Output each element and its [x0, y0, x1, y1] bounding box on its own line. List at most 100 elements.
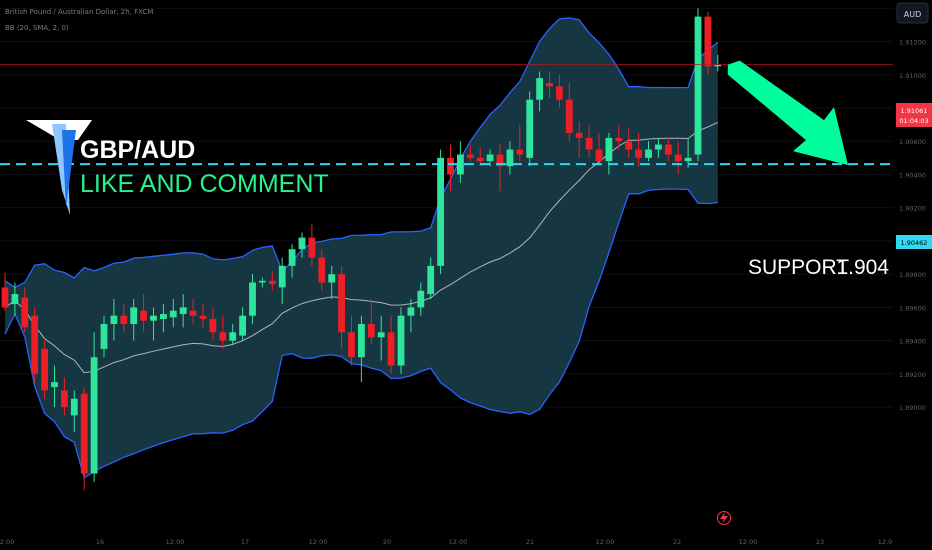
price-tick-label: 1.89600	[899, 304, 926, 312]
candle-body	[546, 83, 553, 87]
time-tick-label: 22	[673, 538, 681, 546]
candle-body	[288, 249, 296, 266]
candle-body	[179, 307, 187, 315]
candle-body	[239, 315, 246, 336]
price-tick-label: 1.89800	[899, 271, 926, 279]
candle-body	[308, 237, 316, 258]
candle-body	[259, 280, 266, 283]
candle-body	[437, 157, 444, 266]
support-value: 1.904	[836, 256, 889, 279]
candle-body	[457, 154, 464, 175]
candle-body	[41, 348, 48, 391]
candle-body	[516, 149, 524, 155]
candle-body	[595, 149, 603, 162]
candle-body	[80, 393, 88, 474]
candle-body	[61, 390, 68, 408]
candle-body	[298, 237, 306, 250]
symbol-line: British Pound / Australian Dollar, 2h, F…	[5, 8, 153, 16]
time-tick-label: 12:0	[878, 538, 893, 546]
candle-body	[100, 324, 108, 349]
candle-body	[496, 154, 504, 167]
candle-body	[714, 64, 722, 67]
time-tick-label: 12:00	[166, 538, 185, 546]
down-arrow-icon	[727, 60, 848, 166]
chart-title: GBP/AUD	[80, 136, 195, 164]
price-tick-label: 1.90200	[899, 205, 926, 213]
candle-body	[130, 307, 138, 324]
candle-body	[11, 294, 19, 305]
chart-subtitle: LIKE AND COMMENT	[80, 170, 329, 198]
candle-body	[526, 99, 534, 158]
bollinger-basis-line	[4, 121, 719, 374]
support-price-value: 1.90462	[901, 239, 928, 247]
price-axis[interactable]	[893, 0, 932, 550]
candle-body	[169, 310, 177, 318]
price-tick-label: 1.91000	[899, 72, 926, 80]
candle-body	[318, 257, 326, 283]
time-tick-label: 21	[526, 538, 534, 546]
time-tick-label: 23	[816, 538, 824, 546]
currency-button[interactable]: AUD	[896, 2, 929, 24]
support-label: SUPPORT	[748, 256, 849, 279]
candle-body	[664, 144, 672, 155]
candle-body	[140, 310, 147, 321]
candle-body	[367, 324, 375, 338]
time-tick-label: 17	[241, 538, 249, 546]
candle-body	[536, 78, 543, 100]
bar-countdown: 01:04:03	[899, 117, 928, 125]
time-tick-label: 12:00	[449, 538, 468, 546]
candle-body	[377, 332, 385, 338]
candle-body	[645, 149, 652, 158]
candle-body	[556, 86, 563, 100]
candle-body	[249, 282, 256, 316]
lightning-icon[interactable]	[717, 511, 731, 525]
bollinger-upper-line	[4, 17, 719, 289]
candle-body	[575, 132, 583, 138]
candle-body	[605, 137, 613, 162]
support-price-tag: 1.90462	[896, 235, 932, 249]
bollinger-band-fill	[5, 17, 718, 479]
candle-body	[655, 144, 662, 150]
candle-body	[31, 315, 39, 374]
candle-body	[229, 332, 237, 341]
candle-body	[120, 315, 128, 324]
current-price-tag: 1.91061 01:04:03	[896, 103, 932, 127]
candle-body	[219, 332, 227, 341]
candle-body	[348, 332, 355, 358]
candle-body	[209, 319, 217, 333]
candle-body	[585, 137, 593, 150]
candle-body	[51, 382, 58, 388]
candle-body	[150, 315, 157, 321]
time-axis-ticks: 12:00 16 12:00 17 12:00 20 12:00 21 12:00 22 12:00…	[0, 538, 892, 546]
price-tick-label: 1.91200	[899, 39, 926, 47]
candle-body	[70, 398, 78, 416]
time-tick-label: 12:00	[596, 538, 615, 546]
price-tick-label: 1.89200	[899, 371, 926, 379]
time-tick-label: 16	[96, 538, 104, 546]
candle-body	[90, 357, 98, 474]
candle-body	[486, 154, 494, 162]
candle-body	[397, 315, 405, 366]
candle-body	[21, 297, 29, 328]
indicator-line: BB (20, SMA, 2, 0)	[5, 24, 69, 32]
candle-body	[278, 265, 286, 288]
price-tick-label: 1.89000	[899, 404, 926, 412]
price-tick-label: 1.89400	[899, 338, 926, 346]
current-price-value: 1.91061	[901, 107, 928, 115]
candle-body	[466, 154, 474, 158]
price-tick-label: 1.90400	[899, 171, 926, 179]
candle-body	[1, 287, 9, 308]
candle-body	[506, 149, 514, 167]
currency-label: AUD	[904, 10, 922, 19]
time-tick-label: 12:00	[309, 538, 328, 546]
candle-body	[189, 310, 197, 316]
candle-body	[565, 99, 573, 133]
candle-body	[199, 315, 207, 320]
candle-body	[704, 16, 712, 67]
candle-body	[684, 157, 692, 162]
candle-body	[625, 141, 633, 150]
candle-body	[358, 324, 365, 358]
candle-body	[407, 307, 415, 316]
candle-body	[476, 157, 484, 162]
